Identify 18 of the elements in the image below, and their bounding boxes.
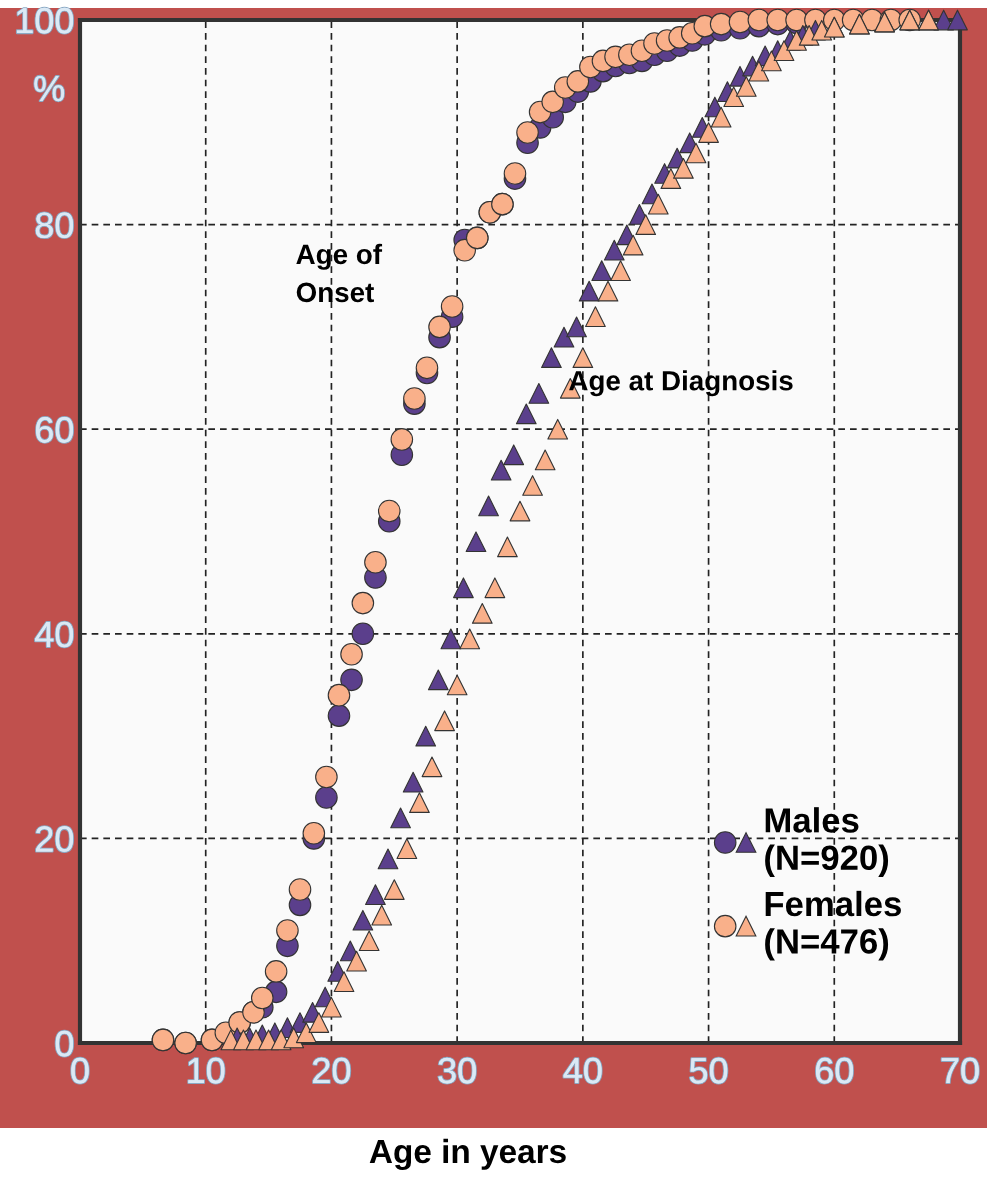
y-tick-label: 20 <box>36 826 74 852</box>
x-tick-label: 20 <box>313 1057 351 1084</box>
y-axis-title: % <box>34 75 64 102</box>
x-tick-label: 50 <box>689 1057 728 1084</box>
x-tick-label: 60 <box>816 1057 853 1084</box>
y-tick-label: 100 <box>16 7 74 34</box>
y-tick-label: 60 <box>36 417 74 443</box>
legend-label: Females (N=476) <box>765 890 901 961</box>
x-tick-label: 30 <box>438 1057 476 1084</box>
x-axis-title: Age in years <box>369 1138 566 1170</box>
legend-label: Males (N=920) <box>765 807 889 877</box>
y-tick-label: 80 <box>35 212 74 239</box>
x-tick-label: 10 <box>188 1057 225 1084</box>
y-tick-label: 0 <box>55 1030 74 1057</box>
x-tick-label: 40 <box>563 1057 602 1084</box>
y-tick-label: 40 <box>35 621 74 648</box>
x-tick-label: 70 <box>941 1057 979 1084</box>
annotation: Age of Onset <box>296 243 383 303</box>
